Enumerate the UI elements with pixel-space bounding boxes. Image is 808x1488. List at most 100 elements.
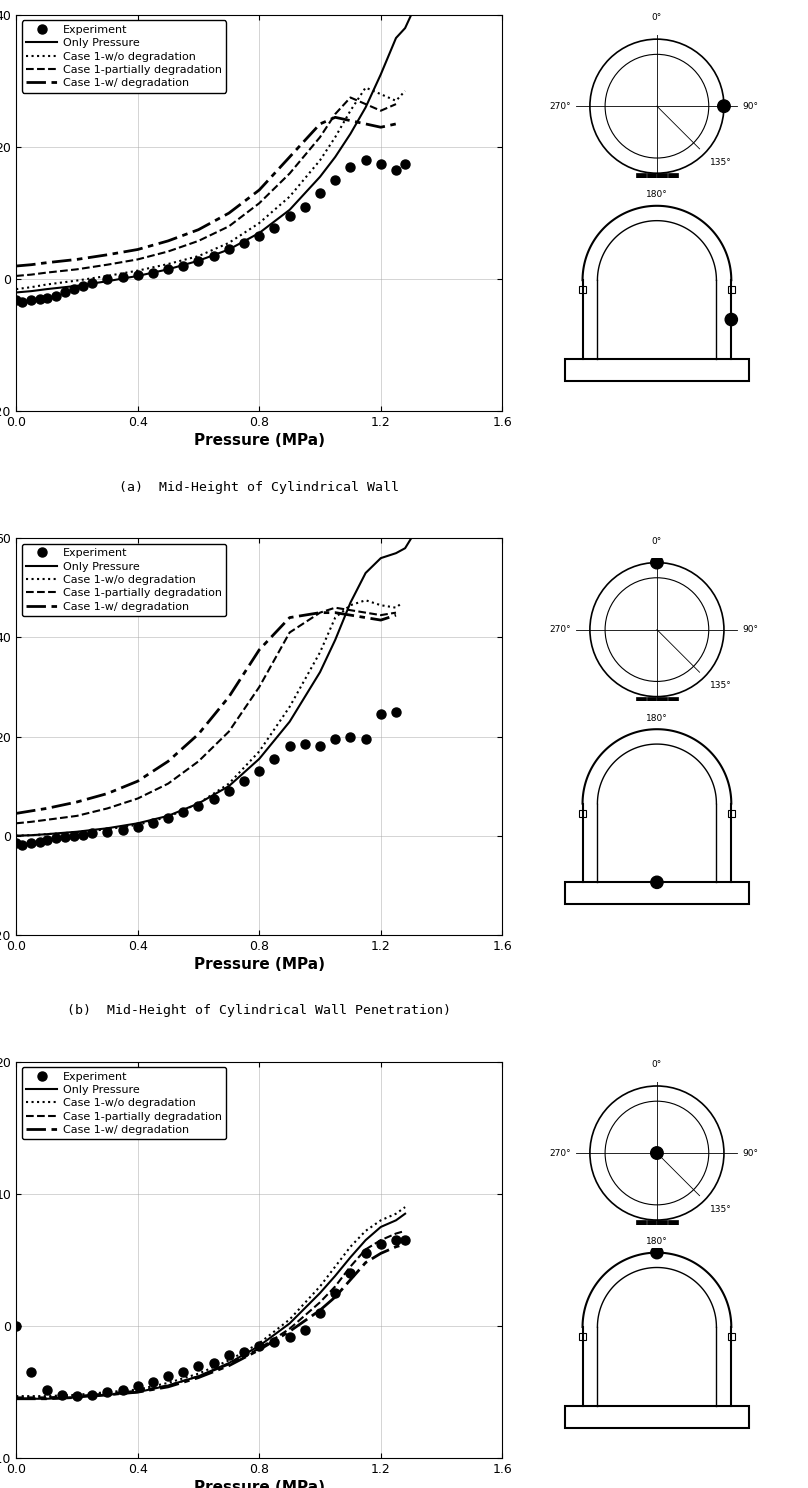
Experiment — [391, 702, 401, 720]
Experiment — [360, 731, 370, 748]
Only Pressure — [346, 594, 356, 612]
Experiment — [330, 171, 340, 189]
Case 1-w/o degradation — [194, 247, 204, 265]
Case 1-w/o degradation — [391, 92, 401, 110]
Line: Case 1-w/ degradation: Case 1-w/ degradation — [16, 1244, 405, 1399]
Only Pressure — [360, 98, 370, 116]
Case 1-w/ degradation — [346, 1271, 356, 1289]
Case 1-partially degradation — [330, 106, 340, 124]
Case 1-w/o degradation — [27, 278, 36, 296]
Case 1-w/o degradation — [376, 85, 385, 103]
Experiment — [27, 1363, 36, 1381]
Text: 135°: 135° — [709, 1205, 731, 1214]
Experiment — [133, 1376, 142, 1394]
Case 1-w/o degradation — [42, 275, 52, 293]
Case 1-w/ degradation — [103, 784, 112, 802]
Circle shape — [650, 876, 663, 888]
Text: 0°: 0° — [652, 537, 662, 546]
Case 1-w/ degradation — [224, 204, 234, 222]
Text: 180°: 180° — [646, 1237, 667, 1245]
Experiment — [179, 1363, 188, 1381]
Case 1-partially degradation — [376, 1231, 385, 1248]
Only Pressure — [255, 225, 264, 243]
Only Pressure — [360, 564, 370, 582]
Case 1-w/o degradation — [163, 1373, 173, 1391]
Case 1-partially degradation — [194, 232, 204, 250]
Case 1-partially degradation — [360, 95, 370, 113]
Bar — [658, 1220, 667, 1228]
Only Pressure — [391, 1211, 401, 1229]
Case 1-w/o degradation — [284, 1311, 294, 1329]
Case 1-w/o degradation — [133, 1381, 142, 1399]
Experiment — [270, 750, 280, 768]
Case 1-partially degradation — [163, 243, 173, 260]
Line: Experiment: Experiment — [11, 156, 410, 307]
Case 1-w/o degradation — [72, 1385, 82, 1403]
Experiment — [391, 161, 401, 179]
Case 1-w/ degradation — [315, 604, 325, 622]
Experiment — [255, 1336, 264, 1354]
Title: (a)  Mid-Height of Cylindrical Wall: (a) Mid-Height of Cylindrical Wall — [120, 481, 399, 494]
Case 1-w/o degradation — [376, 597, 385, 615]
Case 1-w/o degradation — [42, 826, 52, 844]
Case 1-w/o degradation — [42, 1387, 52, 1405]
Line: Case 1-w/ degradation: Case 1-w/ degradation — [16, 118, 396, 266]
Experiment — [239, 1344, 249, 1362]
Only Pressure — [391, 30, 401, 48]
Only Pressure — [224, 241, 234, 259]
Experiment — [148, 814, 158, 832]
Case 1-partially degradation — [103, 1384, 112, 1402]
Bar — [565, 359, 749, 381]
Circle shape — [718, 100, 730, 113]
Case 1-w/ degradation — [376, 119, 385, 137]
Case 1-w/o degradation — [330, 1257, 340, 1275]
Case 1-w/ degradation — [163, 753, 173, 771]
Circle shape — [725, 314, 738, 326]
Only Pressure — [360, 1231, 370, 1248]
Experiment — [11, 292, 21, 310]
Case 1-partially degradation — [224, 1356, 234, 1373]
Legend: Experiment, Only Pressure, Case 1-w/o degradation, Case 1-partially degradation,: Experiment, Only Pressure, Case 1-w/o de… — [22, 1067, 226, 1140]
Experiment — [11, 835, 21, 853]
Case 1-w/ degradation — [284, 609, 294, 626]
Case 1-w/o degradation — [11, 1387, 21, 1405]
Case 1-w/o degradation — [194, 795, 204, 812]
Experiment — [270, 219, 280, 237]
Case 1-partially degradation — [72, 260, 82, 278]
Only Pressure — [133, 266, 142, 284]
Only Pressure — [42, 280, 52, 298]
Only Pressure — [346, 1248, 356, 1266]
Line: Case 1-w/o degradation: Case 1-w/o degradation — [16, 88, 405, 289]
Bar — [728, 1333, 734, 1341]
Case 1-w/ degradation — [400, 1235, 410, 1253]
Experiment — [391, 1231, 401, 1248]
Case 1-partially degradation — [330, 598, 340, 616]
Only Pressure — [42, 1390, 52, 1408]
Case 1-partially degradation — [103, 256, 112, 274]
Case 1-w/ degradation — [284, 1323, 294, 1341]
Experiment — [118, 1381, 128, 1399]
Case 1-w/ degradation — [376, 1244, 385, 1262]
Case 1-w/o degradation — [391, 1205, 401, 1223]
Experiment — [42, 830, 52, 848]
Case 1-w/o degradation — [72, 272, 82, 290]
Case 1-w/o degradation — [255, 1335, 264, 1353]
Only Pressure — [406, 530, 416, 548]
Experiment — [69, 827, 78, 845]
Case 1-w/o degradation — [400, 1198, 410, 1216]
Experiment — [148, 263, 158, 281]
Case 1-partially degradation — [42, 263, 52, 281]
Case 1-w/o degradation — [133, 815, 142, 833]
Only Pressure — [330, 1266, 340, 1284]
Case 1-partially degradation — [346, 89, 356, 107]
Legend: Experiment, Only Pressure, Case 1-w/o degradation, Case 1-partially degradation,: Experiment, Only Pressure, Case 1-w/o de… — [22, 21, 226, 92]
Only Pressure — [391, 545, 401, 562]
Text: 135°: 135° — [709, 158, 731, 167]
Case 1-partially degradation — [346, 1257, 356, 1275]
Bar — [668, 1220, 678, 1228]
Bar — [646, 173, 656, 180]
Only Pressure — [330, 147, 340, 165]
Case 1-w/o degradation — [255, 214, 264, 232]
Case 1-w/ degradation — [391, 115, 401, 132]
Only Pressure — [255, 1336, 264, 1354]
